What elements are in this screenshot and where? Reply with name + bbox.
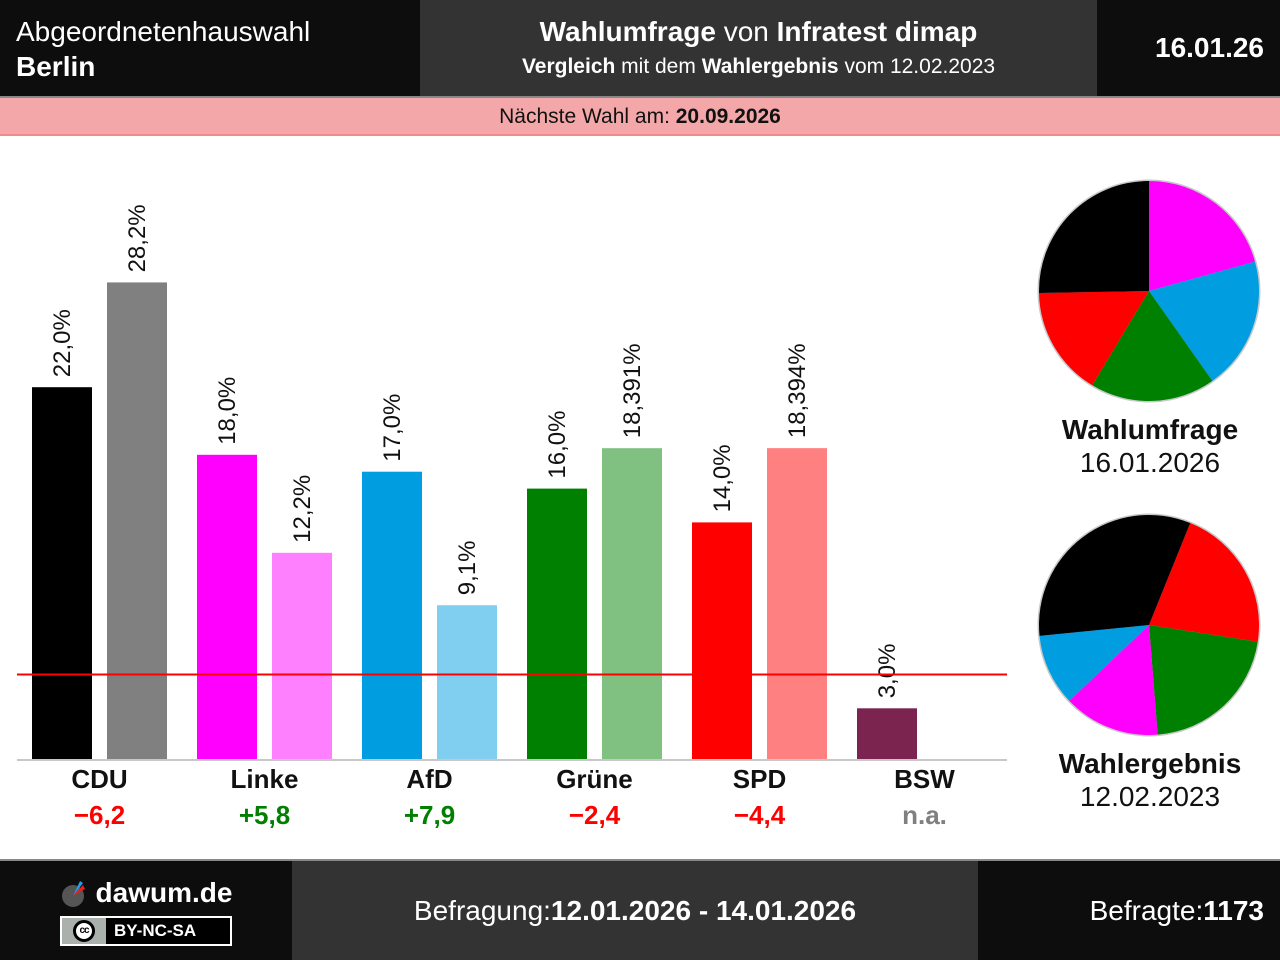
pie-slice-cdu xyxy=(1039,515,1191,636)
bar-linke-poll xyxy=(197,454,257,759)
respondents-label: Befragte: xyxy=(1089,894,1204,926)
bar-label-linke-poll: 18,0% xyxy=(214,377,241,445)
respondents: Befragte: 1173 xyxy=(978,861,1280,960)
pie-poll-date: 16.01.2026 xyxy=(1079,447,1221,478)
category-label-afd: AfD xyxy=(406,764,452,794)
bar-cdu-poll xyxy=(32,387,92,759)
next-election-label: Nächste Wahl am: xyxy=(499,105,676,128)
title-poll: Wahlumfrage xyxy=(539,16,716,47)
bar-label-cdu-result: 28,2% xyxy=(124,204,151,272)
pie-chart-poll xyxy=(1037,179,1261,403)
election-type: Abgeordnetenhauswahl xyxy=(16,16,311,47)
pie-slice-cdu xyxy=(1039,181,1149,293)
bar-label-afd-poll: 17,0% xyxy=(379,394,406,462)
bar-label-cdu-poll: 22,0% xyxy=(49,309,76,377)
license-badge[interactable]: cc BY-NC-SA xyxy=(60,915,232,946)
bar-chart: 22,0% 28,2% CDU −6,2 18,0% 12,2% Linke +5,8 17,0… xyxy=(17,204,1007,830)
difference-linke: +5,8 xyxy=(239,800,290,830)
dawum-logo-icon xyxy=(61,880,85,907)
pie-slice-gruene xyxy=(1149,625,1258,735)
bar-label-gruene-poll: 16,0% xyxy=(544,411,571,479)
pie-slice-spd xyxy=(1149,523,1259,642)
category-label-linke: Linke xyxy=(231,764,299,794)
pie-slice-gruene xyxy=(1092,291,1213,401)
pie-poll-title: Wahlumfrage xyxy=(1061,414,1239,445)
title-institute: Infratest dimap xyxy=(776,16,978,47)
pie-slice-linke xyxy=(1069,625,1158,735)
header-election: Abgeordnetenhauswahl Berlin xyxy=(0,0,420,96)
title-connector: von xyxy=(715,16,777,47)
pie-slice-afd xyxy=(1149,261,1259,381)
bar-afd-result xyxy=(437,605,497,759)
difference-spd: −4,4 xyxy=(734,800,786,830)
creative-commons-icon: cc xyxy=(62,917,106,944)
pie-chart-result xyxy=(1037,513,1261,737)
difference-afd: +7,9 xyxy=(404,800,455,830)
pie-slice-afd xyxy=(1039,625,1149,701)
footer-brand: dawum.de cc BY-NC-SA xyxy=(0,861,292,960)
bar-gruene-result xyxy=(602,448,662,759)
bar-linke-result xyxy=(272,552,332,759)
bar-label-linke-result: 12,2% xyxy=(289,475,316,543)
difference-cdu: −6,2 xyxy=(74,800,125,830)
bar-bsw-poll xyxy=(857,708,917,759)
footer: dawum.de cc BY-NC-SA Befragung: 12.01.20… xyxy=(0,859,1280,960)
pie-slice-linke xyxy=(1149,181,1255,291)
subtitle-comparison: Vergleich xyxy=(521,55,616,78)
survey-period-value: 12.01.2026 - 14.01.2026 xyxy=(550,894,857,926)
subtitle-result: Wahlergebnis xyxy=(701,55,839,78)
next-election-date: 20.09.2026 xyxy=(675,105,781,128)
bar-spd-result xyxy=(767,448,827,759)
bar-label-gruene-result: 18,391% xyxy=(619,343,646,438)
category-label-gruene: Grüne xyxy=(556,764,633,794)
brand-link[interactable]: dawum.de xyxy=(60,876,233,910)
header: Abgeordnetenhauswahl Berlin Wahlumfrage … xyxy=(0,0,1280,98)
bar-gruene-poll xyxy=(527,488,587,759)
bar-label-bsw-poll: 3,0% xyxy=(874,644,901,699)
pie-slice-spd xyxy=(1039,291,1149,386)
bar-afd-poll xyxy=(362,471,422,759)
survey-period: Befragung: 12.01.2026 - 14.01.2026 xyxy=(292,861,978,960)
pie-result-title: Wahlergebnis xyxy=(1058,748,1242,779)
region: Berlin xyxy=(16,51,96,82)
subtitle-date: vom 12.02.2023 xyxy=(838,55,996,78)
next-election-banner: Nächste Wahl am: 20.09.2026 xyxy=(0,98,1280,136)
header-title: Wahlumfrage von Infratest dimap Vergleic… xyxy=(420,0,1097,96)
pie-poll-caption: Wahlumfrage 16.01.2026 xyxy=(1020,414,1280,480)
category-label-spd: SPD xyxy=(733,764,786,794)
survey-period-label: Befragung: xyxy=(413,894,551,926)
category-label-bsw: BSW xyxy=(894,764,955,794)
difference-gruene: −2,4 xyxy=(569,800,621,830)
category-label-cdu: CDU xyxy=(71,764,127,794)
bar-label-afd-result: 9,1% xyxy=(454,541,481,596)
pie-result-date: 12.02.2023 xyxy=(1079,781,1221,812)
pie-result-caption: Wahlergebnis 12.02.2023 xyxy=(1020,748,1280,814)
bar-cdu-result xyxy=(107,282,167,759)
page-title: Wahlumfrage von Infratest dimap xyxy=(420,14,1097,50)
subtitle-connector: mit dem xyxy=(615,55,702,78)
difference-bsw: n.a. xyxy=(902,800,947,830)
bar-spd-poll xyxy=(692,522,752,759)
header-date: 16.01.26 xyxy=(1097,0,1280,96)
respondents-value: 1173 xyxy=(1203,894,1264,926)
license-text: BY-NC-SA xyxy=(114,920,197,940)
bar-label-spd-poll: 14,0% xyxy=(709,444,736,512)
brand-name: dawum.de xyxy=(95,876,233,908)
bar-label-spd-result: 18,394% xyxy=(784,343,811,438)
page-subtitle: Vergleich mit dem Wahlergebnis vom 12.02… xyxy=(420,50,1097,84)
